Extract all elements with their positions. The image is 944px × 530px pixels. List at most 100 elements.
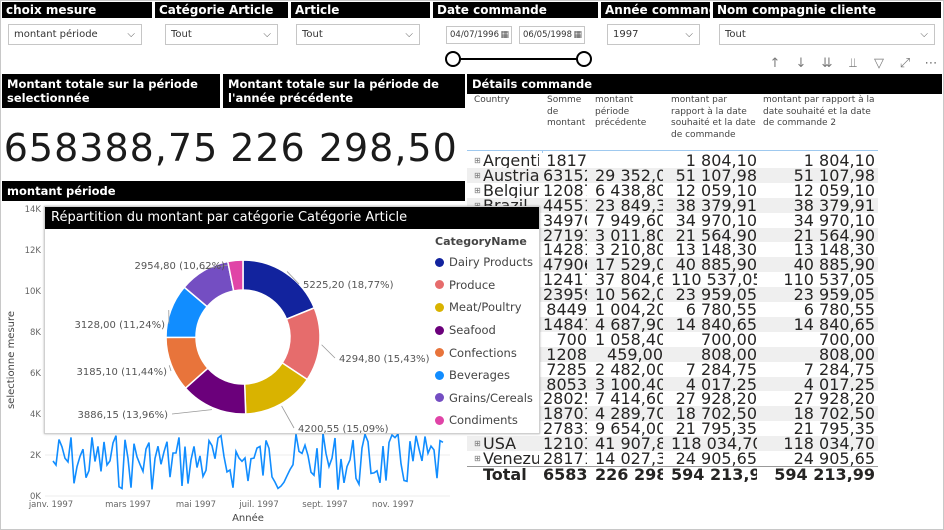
donut-data-label: 3128,00 (11,24%): [75, 320, 166, 331]
date-range-start-handle[interactable]: [445, 51, 461, 67]
legend-item[interactable]: Dairy Products: [435, 251, 539, 274]
col-header-montant-date[interactable]: montant par rapport à la date souhaité e…: [671, 95, 756, 140]
table-cell: 38 379,91: [675, 197, 757, 213]
table-row[interactable]: ⊞Argentina 1817 1 804,10 1 804,10: [467, 153, 878, 168]
legend-items: Dairy Products Produce Meat/Poultry Seafood…: [435, 251, 539, 432]
annee-commande-dropdown[interactable]: 1997 ⌵: [607, 24, 700, 45]
y-tick-label: 2K: [30, 451, 41, 461]
date-end-input[interactable]: 06/05/1998 ▦: [519, 26, 585, 44]
expand-all-icon[interactable]: ⇊: [821, 56, 833, 71]
expand-row-icon[interactable]: ⊞: [474, 454, 481, 463]
expand-row-icon[interactable]: ⊞: [474, 170, 481, 180]
filter-icon[interactable]: ▽: [874, 56, 884, 71]
drill-up-icon[interactable]: ↑: [769, 56, 781, 71]
total-cell: Total: [483, 466, 527, 482]
chart-title: montant période: [2, 181, 465, 201]
total-cell: 594 213,99: [671, 466, 757, 482]
article-dropdown[interactable]: Tout ⌵: [296, 24, 420, 45]
nom-compagnie-dropdown[interactable]: Tout ⌵: [719, 24, 935, 45]
col-header-country[interactable]: Country: [474, 95, 510, 105]
donut-slice-condiments[interactable]: [226, 259, 244, 292]
focus-mode-icon[interactable]: ⤢: [899, 56, 911, 71]
table-cell: 24 905,65: [675, 451, 757, 466]
expand-row-icon[interactable]: ⊞: [474, 156, 481, 165]
donut-data-label: 4200,55 (15,09%): [298, 424, 389, 434]
legend-item[interactable]: Grains/Cereals: [435, 387, 539, 410]
date-range-track[interactable]: [453, 58, 587, 60]
kpi-value: 658388,75: [3, 126, 219, 170]
col-header-montant-date-2[interactable]: montant par rapport à la date souhaité e…: [763, 95, 875, 128]
table-cell: 1 804,10: [803, 153, 875, 168]
leader-line: [171, 409, 212, 415]
calendar-icon[interactable]: ▦: [573, 30, 582, 40]
slicer-choix-mesure: choix mesure montant période ⌵: [2, 2, 152, 72]
table-cell: 27 928,20: [793, 391, 875, 407]
x-tick-label: mars 1997: [105, 500, 151, 510]
table-row[interactable]: ⊞USA 121038 41 907,80 118 034,70 118 034,70: [467, 436, 878, 452]
table-cell: 23 959,05: [675, 287, 757, 303]
legend-item[interactable]: Seafood: [435, 319, 539, 342]
x-tick-label: nov. 1997: [372, 500, 414, 510]
leader-line: [321, 344, 336, 359]
drill-down-icon[interactable]: ↓: [795, 56, 807, 71]
y-tick-label: 12K: [25, 246, 42, 256]
y-axis-label: selectionne mesure: [6, 311, 17, 409]
dropdown-value: Tout: [302, 29, 323, 40]
expand-row-icon[interactable]: ⊞: [474, 198, 481, 213]
slicer-date-commande: Date commande 04/07/1996 ▦ 06/05/1998 ▦: [433, 2, 598, 72]
legend-color-icon: [435, 257, 444, 267]
categorie-article-dropdown[interactable]: Tout ⌵: [165, 24, 278, 45]
choix-mesure-dropdown[interactable]: montant période ⌵: [8, 24, 142, 45]
expand-row-icon[interactable]: ⊞: [474, 185, 481, 195]
visual-toolbar: ↑ ↓ ⇊ ⫫ ▽ ⤢ ⋯: [764, 56, 942, 71]
table-cell: 9 654,00: [595, 421, 663, 437]
table-cell: 3 210,80: [595, 242, 663, 258]
col-header-periode-precedente[interactable]: montant période précédente: [595, 95, 647, 128]
expand-hierarchy-icon[interactable]: ⫫: [849, 56, 857, 71]
legend-item[interactable]: Beverages: [435, 364, 539, 387]
legend-item[interactable]: Confections: [435, 341, 539, 364]
table-row[interactable]: ⊞Belgium12087 6 438,80 12 059,10 12 059,10: [467, 182, 878, 198]
donut-title: Répartition du montant par catégorie Cat…: [45, 207, 539, 229]
table-cell: 37 804,60: [595, 272, 663, 288]
more-options-icon[interactable]: ⋯: [924, 56, 938, 71]
col-header-somme[interactable]: Somme de montant: [547, 95, 586, 128]
table-cell: 4 017,25: [803, 376, 875, 392]
table-cell: 14841: [543, 316, 587, 332]
slicer-title: Nom compagnie cliente: [713, 2, 941, 18]
legend-item[interactable]: Condiments: [435, 409, 539, 432]
legend-item[interactable]: Meat/Poultry: [435, 296, 539, 319]
table-cell: Austria: [483, 167, 539, 183]
y-tick-label: 10K: [25, 287, 42, 297]
chevron-down-icon: ⌵: [405, 29, 413, 40]
table-cell: 1208: [546, 346, 587, 362]
legend-item[interactable]: Produce: [435, 274, 539, 297]
table-cell: 40 885,90: [675, 257, 757, 273]
date-range-end-handle[interactable]: [576, 51, 592, 67]
date-start-input[interactable]: 04/07/1996 ▦: [446, 26, 512, 44]
table-total-row: Total 658389 226 298,50 594 213,99 594 213,9…: [467, 465, 878, 482]
table-cell: 14 840,65: [793, 316, 875, 332]
x-tick-label: janv. 1997: [28, 500, 73, 510]
calendar-icon[interactable]: ▦: [500, 30, 509, 40]
table-cell: 13 148,30: [793, 242, 875, 258]
expand-row-icon[interactable]: ⊞: [474, 439, 481, 449]
